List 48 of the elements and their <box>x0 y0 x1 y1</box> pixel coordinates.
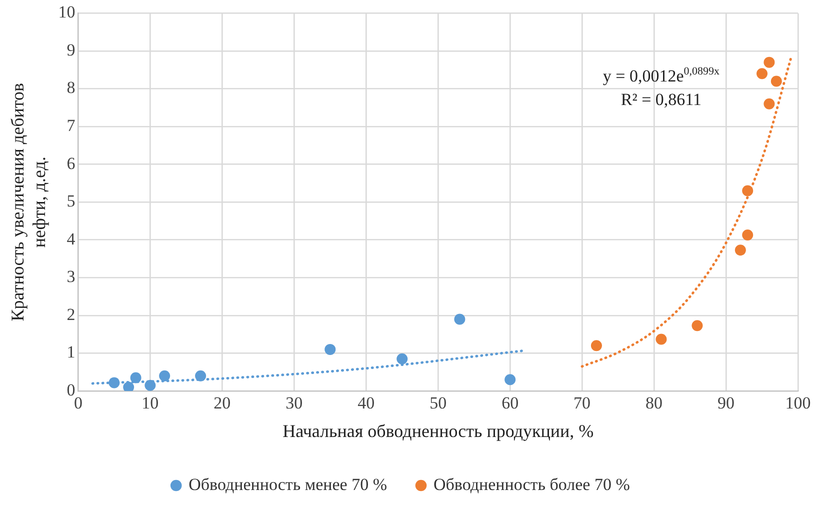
x-tick-label: 40 <box>358 394 375 413</box>
annotation: R² = 0,8611 <box>620 90 702 110</box>
point <box>756 68 768 80</box>
x-tick-label: 20 <box>214 394 231 413</box>
point <box>396 353 408 364</box>
y-tick-label: 10 <box>58 2 76 22</box>
x-tick-label: 10 <box>142 394 159 413</box>
point <box>123 382 134 391</box>
x-tick-label: 80 <box>646 394 663 413</box>
x-tick-label: 70 <box>574 394 591 413</box>
y-tick-label: 5 <box>66 192 76 211</box>
y-tick-label: 3 <box>66 267 76 286</box>
x-axis-title: Начальная обводненность продукции, % <box>282 420 594 441</box>
point <box>692 320 703 332</box>
point <box>770 76 782 87</box>
x-tick-label: 60 <box>502 394 519 413</box>
point <box>144 380 156 391</box>
legend-label: Обводненность более 70 % <box>433 474 630 494</box>
point <box>742 185 754 196</box>
point <box>454 314 466 325</box>
point <box>195 370 206 382</box>
point <box>590 340 602 352</box>
point <box>108 377 120 388</box>
y-tick-label: 6 <box>66 154 76 173</box>
x-tick-label: 90 <box>718 394 735 413</box>
point <box>764 98 775 110</box>
point <box>130 372 142 384</box>
y-tick-label: 2 <box>66 304 76 324</box>
x-tick-label: 100 <box>785 394 811 413</box>
y-tick-label: 0 <box>66 380 76 400</box>
point <box>656 334 667 345</box>
y-axis-title: Кратность увеличения дебитов нефти, д.ед. <box>8 83 50 322</box>
point <box>764 56 775 68</box>
y-tick-label: 9 <box>66 40 76 60</box>
point <box>742 229 754 240</box>
x-tick-label: 30 <box>286 394 303 413</box>
point <box>324 344 336 355</box>
line-series <box>580 57 792 368</box>
point <box>159 370 170 382</box>
point <box>504 374 516 386</box>
legend-label: Обводненность менее 70 % <box>188 474 387 494</box>
annotation: y = 0,0012e$^{0,0899x}$ <box>602 65 720 86</box>
point <box>734 244 746 256</box>
y-tick-label: 1 <box>66 342 76 362</box>
y-tick-label: 4 <box>66 229 76 248</box>
y-tick-label: 8 <box>66 78 76 98</box>
y-tick-label: 7 <box>66 116 76 136</box>
x-tick-label: 50 <box>430 394 447 413</box>
